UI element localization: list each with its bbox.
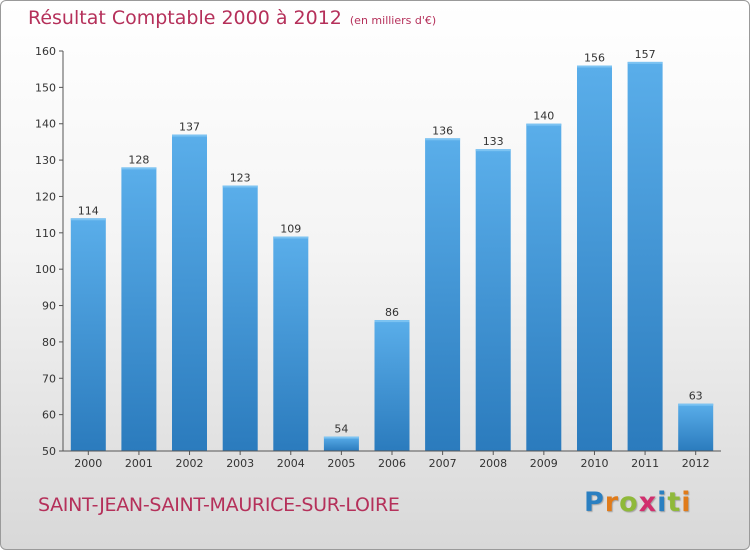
bar-2007[interactable] [425,138,461,452]
bars: 114 128 137 123 109 54 86 136 133 140 156 157 63 [70,48,714,452]
logo-letter: t [667,487,682,518]
bar-highlight [323,436,359,439]
bar-value-label: 86 [385,306,399,319]
bar-value-label: 114 [78,204,99,217]
logo-letter: i [681,487,692,518]
bar-2011[interactable] [627,61,663,452]
bar-highlight [374,320,410,323]
bar-value-label: 137 [179,121,200,134]
x-tick-label: 2000 [74,457,102,470]
bar-value-label: 157 [635,48,656,61]
bar-value-label: 54 [334,423,348,436]
x-tick-label: 2011 [631,457,659,470]
y-tick-label: 90 [42,300,56,313]
x-tick-label: 2012 [682,457,710,470]
bar-highlight [121,167,157,170]
bar-2002[interactable] [172,134,207,451]
chart-title-text: Résultat Comptable 2000 à 2012 [28,7,342,29]
x-axis: 2000 2001 2002 2003 2004 2005 2006 2007 2008 2009… [63,450,721,470]
x-tick-label: 2007 [429,457,457,470]
y-tick-label: 150 [35,81,56,94]
bar-2005[interactable] [323,436,359,452]
logo-letter: r [604,487,620,518]
bar-highlight [70,218,106,221]
bar-highlight [222,185,258,188]
y-tick-label: 160 [35,45,56,58]
y-tick-label: 80 [42,336,56,349]
chart-subtitle: (en milliers d'€) [349,14,437,27]
logo-letter: x [638,487,658,518]
bar-2012[interactable] [678,403,714,451]
bar-2003[interactable] [222,185,258,452]
bar-value-label: 136 [432,124,453,137]
logo-letter: o [619,487,639,518]
bar-2000[interactable] [70,218,106,451]
bar-value-label: 156 [584,52,605,65]
y-tick-label: 120 [35,190,56,203]
bar-value-label: 128 [128,153,149,166]
bar-2001[interactable] [121,167,157,451]
bar-highlight [627,61,663,64]
bar-value-label: 109 [280,223,301,236]
bar-value-label: 63 [689,390,703,403]
bar-value-label: 133 [483,135,504,148]
x-tick-label: 2005 [327,457,355,470]
y-tick-label: 100 [35,263,56,276]
proxiti-logo[interactable]: Proxiti [584,487,692,518]
chart-title: Résultat Comptable 2000 à 2012 (en millie… [28,7,436,29]
bar-highlight [172,134,207,137]
x-tick-label: 2002 [176,457,204,470]
x-tick-label: 2009 [530,457,558,470]
y-tick-label: 70 [42,372,56,385]
y-tick-label: 140 [35,118,56,131]
bar-2010[interactable] [577,65,612,452]
bar-value-label: 140 [533,110,554,123]
x-tick-label: 2004 [277,457,305,470]
bar-highlight [475,149,511,152]
y-tick-label: 50 [42,445,56,458]
x-tick-label: 2010 [581,457,609,470]
logo-letter: i [657,487,668,518]
y-tick-label: 110 [35,227,56,240]
bar-2008[interactable] [475,149,511,451]
bar-highlight [526,123,562,126]
bar-2006[interactable] [374,320,410,451]
bar-2004[interactable] [273,236,309,452]
bar-highlight [425,138,461,141]
x-tick-label: 2003 [226,457,254,470]
bar-highlight [273,236,309,239]
y-tick-label: 60 [42,409,56,422]
bar-2009[interactable] [526,123,562,451]
x-tick-label: 2006 [378,457,406,470]
logo-letter: P [584,487,605,518]
commune-name: SAINT-JEAN-SAINT-MAURICE-SUR-LOIRE [38,494,400,516]
y-tick-label: 130 [35,154,56,167]
x-tick-label: 2001 [125,457,153,470]
x-tick-label: 2008 [479,457,507,470]
y-axis: 50 60 70 80 90 100 110 120 130 140 150 160 [35,45,64,458]
bar-highlight [678,403,714,406]
bar-value-label: 123 [230,172,251,185]
bar-highlight [577,65,612,68]
